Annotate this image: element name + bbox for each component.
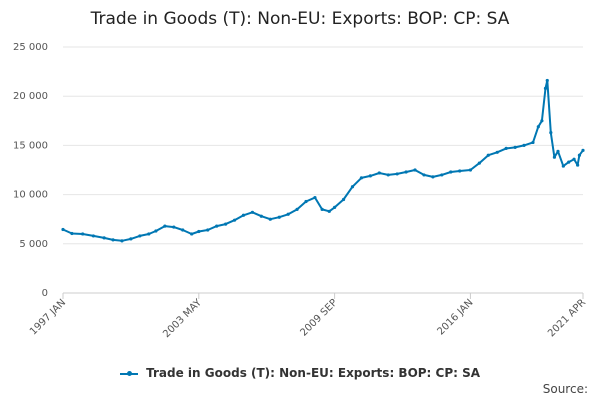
data-point[interactable] [350, 185, 355, 189]
data-point[interactable] [120, 239, 124, 243]
data-point[interactable] [313, 195, 317, 200]
legend-line-marker-icon [119, 370, 138, 376]
data-point[interactable] [561, 164, 565, 168]
data-point[interactable] [320, 207, 324, 211]
data-point[interactable] [458, 169, 462, 173]
y-tick-label: 20 000 [13, 91, 48, 102]
data-point[interactable] [154, 229, 158, 233]
chart-title: Trade in Goods (T): Non-EU: Exports: BOP… [90, 9, 510, 29]
data-point[interactable] [449, 170, 453, 174]
data-point[interactable] [259, 214, 263, 218]
data-point[interactable] [91, 234, 95, 238]
data-point[interactable] [333, 205, 337, 209]
data-point[interactable] [549, 131, 553, 135]
x-axis-ticks: 1997 JAN 2003 MAY 2009 SEP 2016 JAN 2021 APR [28, 293, 588, 340]
data-point[interactable] [81, 232, 85, 236]
data-point[interactable] [129, 237, 133, 241]
data-point[interactable] [206, 228, 210, 232]
data-point[interactable] [495, 150, 499, 154]
data-point[interactable] [286, 212, 290, 216]
data-point[interactable] [172, 225, 176, 229]
data-point[interactable] [395, 172, 399, 176]
data-point[interactable] [556, 149, 560, 153]
data-point[interactable] [477, 161, 481, 165]
data-point[interactable] [545, 78, 549, 83]
data-point[interactable] [138, 234, 142, 238]
data-point[interactable] [327, 209, 331, 213]
y-tick-label: 10 000 [13, 190, 48, 201]
series-line [62, 79, 584, 242]
source-label: Source: [542, 382, 588, 396]
y-tick-label: 15 000 [13, 140, 48, 151]
data-point[interactable] [147, 232, 151, 236]
data-point[interactable] [531, 140, 535, 145]
data-point[interactable] [215, 224, 219, 228]
x-tick-label: 1997 JAN [28, 297, 68, 337]
data-point[interactable] [577, 153, 582, 157]
data-point[interactable] [522, 143, 526, 147]
data-point[interactable] [190, 232, 194, 236]
data-point[interactable] [377, 171, 381, 175]
data-point[interactable] [431, 175, 435, 179]
data-point[interactable] [295, 207, 299, 211]
data-point[interactable] [572, 157, 576, 161]
x-tick-label: 2021 APR [546, 297, 588, 339]
data-point[interactable] [268, 217, 272, 221]
y-tick-label: 25 000 [13, 42, 48, 53]
data-point[interactable] [359, 176, 364, 180]
data-point[interactable] [181, 228, 185, 232]
x-tick-label: 2016 JAN [435, 297, 475, 337]
data-point[interactable] [486, 153, 490, 157]
data-point[interactable] [422, 173, 426, 177]
data-point[interactable] [232, 218, 237, 222]
data-point[interactable] [504, 146, 508, 150]
data-point[interactable] [552, 155, 557, 159]
data-point[interactable] [197, 229, 201, 234]
data-point[interactable] [581, 148, 585, 152]
data-point[interactable] [468, 168, 473, 172]
legend-label: Trade in Goods (T): Non-EU: Exports: BOP… [146, 366, 481, 380]
y-axis-ticks: 0 5 000 10 000 15 000 20 000 25 000 [13, 42, 48, 299]
x-tick-label: 2009 SEP [298, 297, 339, 338]
data-point[interactable] [386, 173, 390, 177]
data-point[interactable] [70, 231, 74, 236]
data-point[interactable] [224, 222, 228, 226]
data-point[interactable] [368, 174, 372, 178]
legend[interactable]: Trade in Goods (T): Non-EU: Exports: BOP… [0, 366, 600, 380]
data-point[interactable] [61, 227, 65, 232]
data-point[interactable] [536, 125, 540, 129]
data-point[interactable] [163, 224, 167, 228]
data-point[interactable] [576, 163, 580, 167]
data-point[interactable] [341, 197, 346, 202]
data-point[interactable] [304, 199, 308, 204]
data-point[interactable] [250, 210, 255, 214]
data-point[interactable] [111, 238, 115, 242]
y-tick-label: 5 000 [19, 239, 48, 250]
data-point[interactable] [540, 119, 544, 123]
data-point[interactable] [102, 236, 106, 240]
series-group [61, 78, 585, 243]
x-tick-label: 2003 MAY [161, 297, 204, 340]
data-point[interactable] [513, 145, 517, 149]
data-point[interactable] [277, 215, 281, 219]
gridlines [63, 46, 583, 245]
data-point[interactable] [543, 86, 548, 90]
data-point[interactable] [567, 160, 571, 164]
data-point[interactable] [413, 168, 417, 172]
data-point[interactable] [404, 170, 408, 174]
data-point[interactable] [440, 173, 444, 177]
data-point[interactable] [241, 213, 246, 217]
y-tick-label: 0 [42, 288, 48, 299]
